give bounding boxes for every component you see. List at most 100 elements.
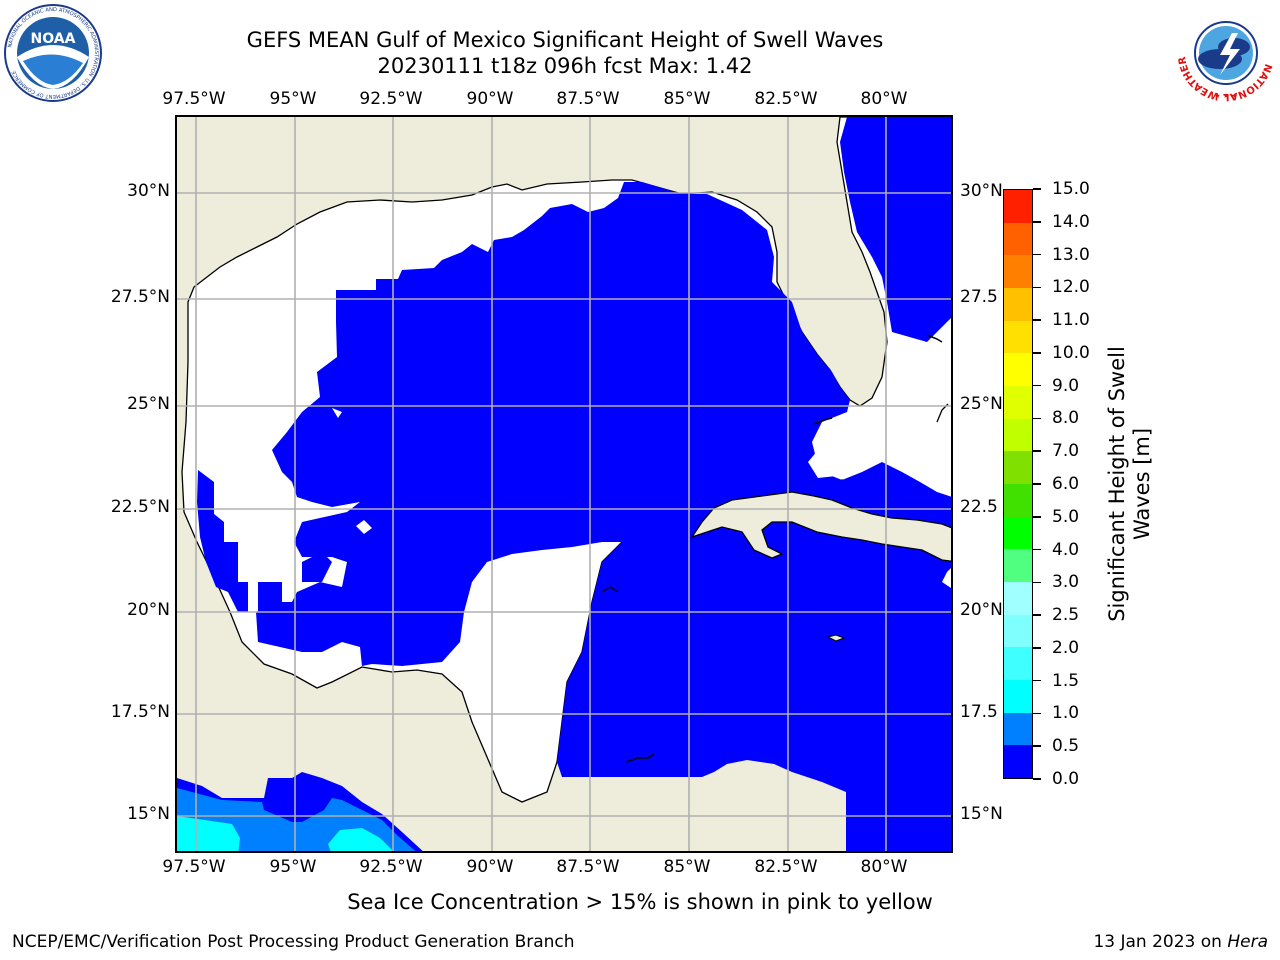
lon-label-top: 82.5°W <box>754 89 818 109</box>
colorbar-tick-label: 6.0 <box>1052 474 1080 494</box>
lon-label-bottom: 97.5°W <box>162 857 226 877</box>
svg-text:★ ★ ★: ★ ★ ★ <box>1214 92 1237 100</box>
colorbar-tick-label: 9.0 <box>1052 375 1080 396</box>
colorbar-tick-label: 3.0 <box>1052 572 1080 593</box>
lon-label-top: 92.5°W <box>359 89 423 109</box>
colorbar-segment <box>1004 581 1032 615</box>
colorbar-tick <box>1033 745 1041 747</box>
colorbar-title-line1: Significant Height of Swell <box>1105 346 1129 622</box>
lon-label-bottom: 95°W <box>269 857 317 877</box>
lon-label-top: 90°W <box>466 89 514 109</box>
nws-logo: NATIONAL WEATHER SERVICE ★ ★ ★ <box>1176 3 1274 102</box>
colorbar-tick-label: 0.0 <box>1052 769 1080 789</box>
colorbar-tick <box>1033 778 1041 780</box>
colorbar-tick <box>1033 450 1041 452</box>
colorbar-tick <box>1033 253 1041 256</box>
colorbar-tick-label: 0.5 <box>1052 736 1080 757</box>
lat-label-right: 15°N <box>960 804 1003 824</box>
lon-label-bottom: 92.5°W <box>359 857 423 877</box>
lat-label-left: 22.5°N <box>110 497 170 517</box>
colorbar-title-line2: Waves [m] <box>1130 427 1154 541</box>
lat-label-right: 20°N <box>960 600 1003 620</box>
colorbar-tick-label: 1.0 <box>1052 703 1080 724</box>
colorbar-segment <box>1004 647 1032 680</box>
colorbar-segment <box>1004 549 1032 582</box>
colorbar-tick <box>1033 581 1041 584</box>
noaa-logo: NOAA NATIONAL OCEANIC AND ATMOSPHERIC AD… <box>4 4 102 102</box>
colorbar-tick-label: 11.0 <box>1052 310 1090 331</box>
colorbar-segment <box>1004 320 1032 354</box>
lat-label-left: 25°N <box>127 394 170 414</box>
map-panel <box>175 115 953 853</box>
swell-field-1-1.5m <box>177 816 240 851</box>
colorbar-tick <box>1033 221 1041 223</box>
lat-label-left: 27.5°N <box>110 287 170 307</box>
colorbar-segment <box>1004 516 1032 550</box>
lon-label-bottom: 82.5°W <box>754 857 818 877</box>
lon-label-top: 87.5°W <box>556 89 620 109</box>
colorbar-tick <box>1033 647 1041 649</box>
map-gridlines <box>177 117 951 851</box>
colorbar-tick-label: 5.0 <box>1052 506 1080 527</box>
lat-label-left: 30°N <box>127 181 170 201</box>
footer-date-text: 13 Jan 2023 on <box>1093 932 1222 952</box>
colorbar-segment <box>1004 451 1032 484</box>
lon-label-bottom: 87.5°W <box>556 857 620 877</box>
colorbar-segment <box>1004 287 1032 321</box>
colorbar-tick <box>1033 188 1041 190</box>
colorbar-tick <box>1033 319 1041 321</box>
lon-label-bottom: 90°W <box>466 857 514 877</box>
footer-branch: NCEP/EMC/Verification Post Processing Pr… <box>12 932 575 952</box>
colorbar-tick <box>1033 548 1041 551</box>
colorbar-tick <box>1033 712 1041 715</box>
colorbar-segment <box>1004 222 1032 256</box>
gulf-of-mexico-map <box>177 117 951 851</box>
colorbar-segment <box>1004 712 1032 746</box>
colorbar-tick-label: 4.0 <box>1052 539 1080 560</box>
colorbar-tick-label: 15.0 <box>1052 179 1090 199</box>
colorbar-segment <box>1004 614 1032 648</box>
colorbar-segment <box>1004 353 1032 386</box>
lat-label-left: 17.5°N <box>110 702 170 722</box>
footer-host: Hera <box>1227 932 1268 952</box>
colorbar-tick-label: 2.5 <box>1052 605 1080 626</box>
lat-label-right: 30°N <box>960 181 1003 201</box>
swell-field-west <box>197 470 248 612</box>
colorbar-tick <box>1033 483 1041 485</box>
jamaica-island <box>826 634 846 642</box>
colorbar-tick-label: 12.0 <box>1052 277 1090 298</box>
lon-label-top: 80°W <box>860 89 908 109</box>
footer-date: 13 Jan 2023 on Hera <box>1093 932 1268 952</box>
colorbar-segment <box>1004 418 1032 452</box>
lat-label-left: 20°N <box>127 600 170 620</box>
colorbar-tick-label: 13.0 <box>1052 244 1090 265</box>
colorbar-tick-label: 1.5 <box>1052 670 1080 691</box>
lat-label-right: 27.5 <box>960 287 998 307</box>
chart-subtitle: 20230111 t18z 096h fcst Max: 1.42 <box>377 54 753 78</box>
colorbar-segment <box>1004 679 1032 713</box>
lon-label-top: 97.5°W <box>162 89 226 109</box>
colorbar-tick <box>1033 352 1041 354</box>
lon-label-top: 95°W <box>269 89 317 109</box>
colorbar-tick <box>1033 614 1041 616</box>
swell-field-0-0.5m <box>256 117 951 851</box>
colorbar-title: Significant Height of Swell Waves [m] <box>1105 346 1155 622</box>
colorbar-segment <box>1004 255 1032 288</box>
lat-label-left: 15°N <box>127 804 170 824</box>
colorbar-segment <box>1004 745 1032 778</box>
colorbar-tick-label: 8.0 <box>1052 408 1080 429</box>
colorbar-segment <box>1004 189 1032 223</box>
colorbar-tick-label: 14.0 <box>1052 211 1090 232</box>
chart-title: GEFS MEAN Gulf of Mexico Significant Hei… <box>246 28 884 52</box>
colorbar-segment <box>1004 385 1032 419</box>
lon-label-bottom: 80°W <box>860 857 908 877</box>
colorbar-tick <box>1033 516 1041 518</box>
colorbar-tick-label: 2.0 <box>1052 637 1080 658</box>
colorbar-tick <box>1033 286 1041 289</box>
noaa-logo-text: NOAA <box>31 31 76 47</box>
colorbar-tick-label: 7.0 <box>1052 441 1080 462</box>
lat-label-right: 17.5 <box>960 702 998 722</box>
colorbar-tick-label: 10.0 <box>1052 342 1090 363</box>
sea-ice-note: Sea Ice Concentration > 15% is shown in … <box>347 890 933 914</box>
colorbar-tick <box>1033 384 1041 387</box>
